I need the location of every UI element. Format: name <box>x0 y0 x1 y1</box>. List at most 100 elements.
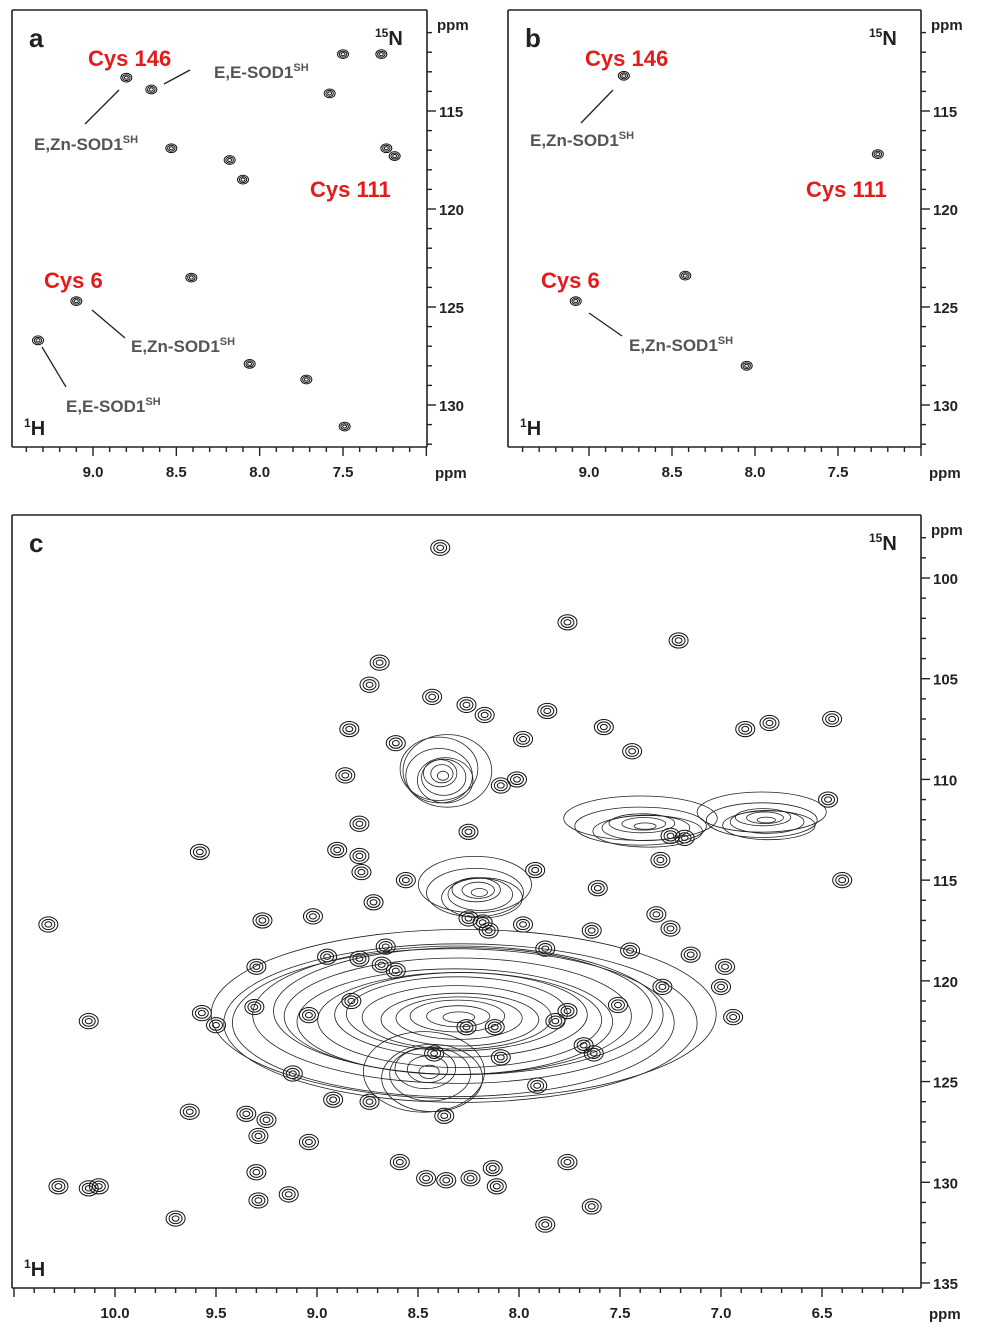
peak-contour <box>35 338 41 343</box>
peak-contour <box>538 1218 553 1231</box>
peak <box>363 894 384 911</box>
peak-label-ez6: E,Zn-SOD1SH <box>131 336 235 356</box>
peak-contour <box>832 872 853 889</box>
peak-contour <box>366 896 381 908</box>
peak-contour <box>78 1180 99 1197</box>
x-tick-label: 9.0 <box>579 464 600 481</box>
peak-contour <box>462 1024 471 1031</box>
peak-contour <box>424 1045 445 1062</box>
peak-contour <box>51 1180 66 1192</box>
peak <box>323 88 336 99</box>
peak <box>740 360 753 371</box>
peak-contour <box>165 1210 186 1227</box>
peak-contour <box>341 772 350 779</box>
peak-label-cys6: Cys 6 <box>44 268 103 293</box>
peak-contour <box>617 70 630 81</box>
peak-contour <box>671 634 686 647</box>
contour-cluster <box>399 734 493 808</box>
peak <box>78 1013 99 1030</box>
peak-contour <box>742 362 751 370</box>
y-tick-label: 115 <box>933 104 957 121</box>
cluster-contour <box>470 888 488 897</box>
peak-contour <box>422 1175 430 1182</box>
peak-contour <box>345 725 354 733</box>
peak <box>380 143 393 154</box>
cluster-contour <box>402 734 493 808</box>
cluster-contour <box>447 877 513 911</box>
x-tick-label: 6.5 <box>812 1305 833 1322</box>
peak-contour <box>493 1051 508 1064</box>
peak <box>513 731 534 748</box>
panel-letter: a <box>29 23 44 53</box>
peak <box>484 1019 505 1036</box>
peak <box>416 1170 437 1187</box>
contour-cluster <box>362 1031 485 1113</box>
cluster-contour <box>223 943 698 1103</box>
cluster-contour <box>417 855 532 914</box>
x-tick-label: 9.0 <box>307 1305 328 1322</box>
cluster-contour <box>608 813 676 834</box>
peak <box>422 688 443 705</box>
peak-contour <box>519 735 527 743</box>
peak-contour <box>32 335 44 346</box>
leader-line <box>41 346 67 388</box>
peak-contour <box>197 1009 206 1017</box>
peak <box>587 880 608 897</box>
peak-contour <box>422 688 443 705</box>
peak-contour <box>587 927 596 934</box>
peak-contour <box>326 1094 341 1106</box>
peak-contour <box>94 1183 103 1190</box>
peak-contour <box>660 920 681 937</box>
cluster-contour <box>210 929 717 1100</box>
cluster-contour <box>405 748 473 804</box>
peak-contour <box>485 1162 500 1174</box>
peak <box>456 696 477 714</box>
peak-contour <box>251 1194 266 1207</box>
cluster-contour <box>426 1005 491 1028</box>
peak-contour <box>557 614 578 631</box>
peak-contour <box>251 1130 266 1142</box>
peak-contour <box>460 1170 481 1187</box>
panel-c: 10.0 9.5 9.0 8.5 8.0 7.5 7.0 6.5 100 105 110 115 120… <box>11 514 963 1323</box>
peak-contour <box>252 1169 261 1176</box>
peak-contour <box>41 918 56 931</box>
peak <box>474 706 495 724</box>
peak-contour <box>590 882 605 894</box>
peak-contour <box>668 632 689 649</box>
nucleus-1h-label: 1H <box>520 416 541 440</box>
peak-contour <box>680 946 701 963</box>
peak <box>185 272 198 283</box>
peak-contour <box>246 1164 267 1181</box>
peak-contour <box>683 949 698 961</box>
peak-contour <box>242 1110 251 1117</box>
peak-contour <box>735 720 756 738</box>
peak-contour <box>78 1013 99 1030</box>
peak-contour <box>340 423 349 431</box>
y-tick-label: 130 <box>439 398 464 415</box>
peak-contour <box>436 1172 457 1189</box>
peak-contour <box>278 1186 299 1203</box>
peak-contour <box>391 967 400 974</box>
leader-line <box>163 69 191 85</box>
peak <box>120 72 133 83</box>
peak <box>243 358 256 369</box>
cluster-contour <box>461 881 495 899</box>
peak-contour <box>425 691 440 703</box>
peak-contour <box>563 619 572 626</box>
peak-contour <box>464 915 473 922</box>
peak <box>349 847 370 865</box>
peak-contour <box>584 924 599 937</box>
peak-contour <box>388 965 403 977</box>
peak-contour <box>656 856 665 864</box>
y-tick-label: 125 <box>933 300 958 317</box>
peak <box>278 1186 299 1203</box>
peak <box>237 174 249 185</box>
peak <box>165 143 178 154</box>
peak-contour <box>375 49 388 60</box>
peak <box>389 1154 410 1171</box>
peak-contour <box>371 956 392 973</box>
peak <box>327 841 348 859</box>
peak-contour <box>227 157 233 163</box>
peak <box>88 1178 109 1195</box>
peak-contour <box>171 1215 180 1222</box>
